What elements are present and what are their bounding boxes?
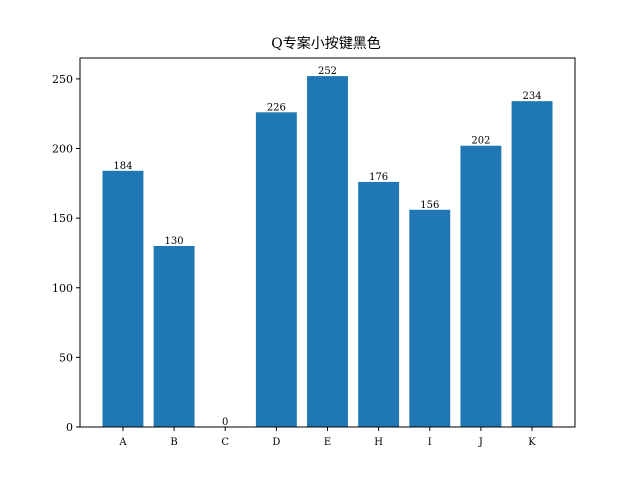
- bar-I: [409, 209, 451, 427]
- bar-value-label-D: 226: [267, 102, 286, 113]
- y-tick-label-150: 150: [52, 212, 73, 225]
- x-tick-label-J: J: [478, 437, 483, 448]
- y-tick-label-0: 0: [66, 421, 73, 434]
- x-tick-label-H: H: [374, 437, 383, 448]
- plot-frame: [79, 57, 576, 428]
- bar-H: [358, 181, 400, 427]
- y-tick-label-100: 100: [52, 282, 73, 295]
- bar-K: [511, 101, 553, 427]
- bar-value-label-I: 156: [420, 200, 439, 211]
- x-tick-label-I: I: [428, 437, 432, 448]
- bar-labels-layer: 184 130 0 226 252 176 156 202 234: [113, 66, 541, 428]
- x-tick-label-D: D: [272, 437, 280, 448]
- bars-layer: [102, 76, 553, 428]
- bar-value-label-A: 184: [113, 161, 132, 172]
- bar-B: [153, 245, 195, 427]
- y-axis: 0 50 100 150 200 250: [52, 73, 80, 434]
- x-tick-label-A: A: [118, 437, 127, 448]
- bar-value-label-K: 234: [522, 91, 541, 102]
- x-tick-label-B: B: [170, 437, 177, 448]
- chart-title: Q专案小按键黑色: [271, 35, 380, 52]
- x-tick-label-E: E: [324, 437, 331, 448]
- x-tick-label-K: K: [528, 437, 536, 448]
- y-tick-label-50: 50: [59, 351, 73, 364]
- bar-value-label-H: 176: [369, 172, 388, 183]
- bar-A: [102, 170, 144, 427]
- bar-J: [460, 145, 502, 427]
- bar-value-label-C: 0: [222, 417, 228, 428]
- x-tick-label-C: C: [221, 437, 229, 448]
- bar-D: [255, 112, 297, 427]
- bar-value-label-E: 252: [318, 66, 337, 77]
- bar-value-label-J: 202: [471, 136, 490, 147]
- y-tick-label-250: 250: [52, 73, 73, 86]
- bar-value-label-B: 130: [165, 236, 184, 247]
- bar-E: [307, 76, 348, 428]
- y-tick-label-200: 200: [52, 143, 73, 156]
